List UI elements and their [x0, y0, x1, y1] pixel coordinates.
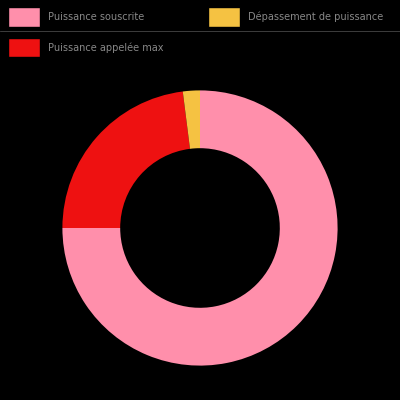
FancyBboxPatch shape [208, 7, 240, 26]
Text: Puissance appelée max: Puissance appelée max [48, 42, 164, 53]
FancyBboxPatch shape [8, 7, 40, 26]
Wedge shape [62, 90, 338, 366]
Text: Dépassement de puissance: Dépassement de puissance [248, 12, 383, 22]
FancyBboxPatch shape [8, 38, 40, 57]
Text: Puissance souscrite: Puissance souscrite [48, 12, 144, 22]
Wedge shape [62, 92, 190, 228]
Wedge shape [183, 90, 200, 149]
